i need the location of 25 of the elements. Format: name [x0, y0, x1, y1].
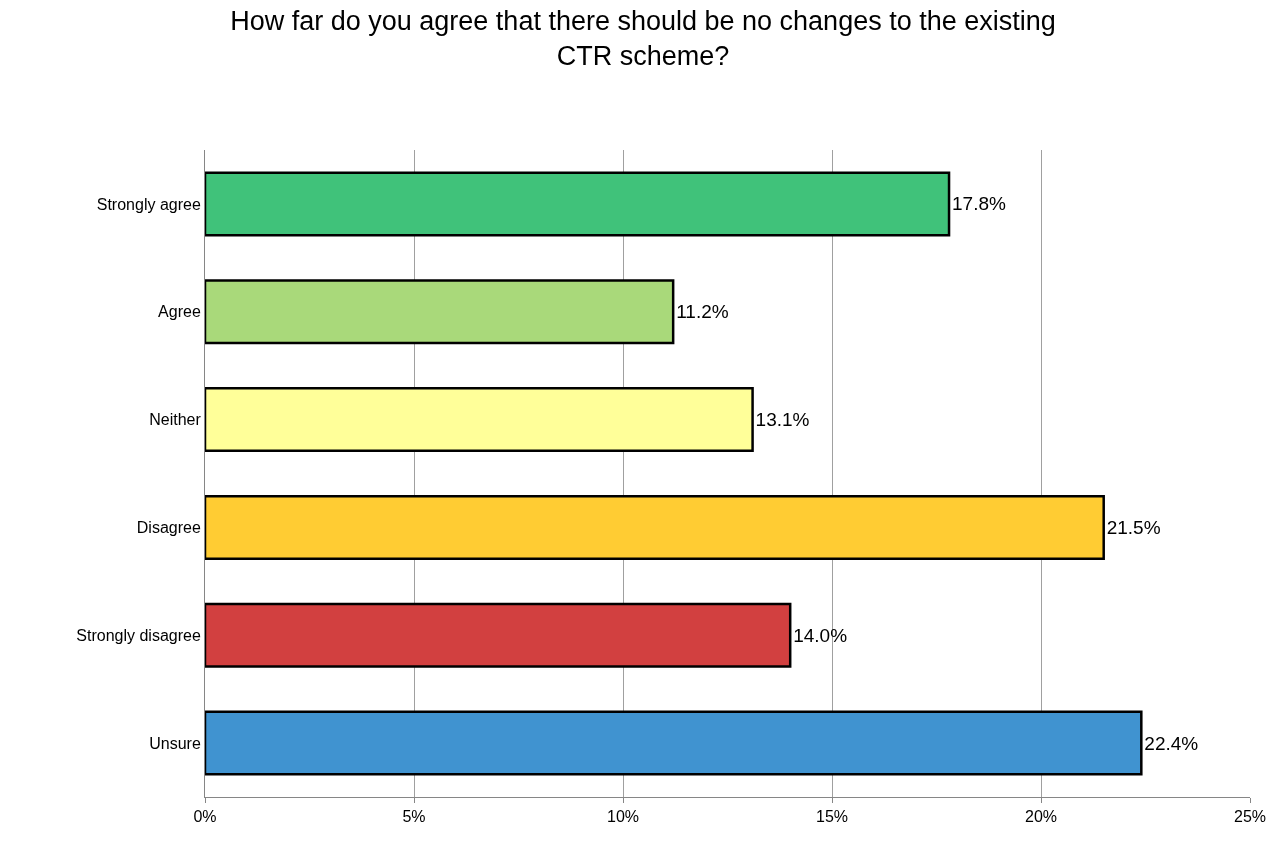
x-tick-label: 5%	[402, 808, 426, 826]
data-label: 22.4%	[1144, 732, 1199, 754]
chart-title: How far do you agree that there should be no changes to the existing CTR scheme?	[230, 5, 1056, 71]
x-tick-label: 10%	[606, 808, 640, 826]
bar	[205, 710, 1143, 776]
x-tick-label: 25%	[1233, 808, 1267, 826]
data-label: 21.5%	[1106, 516, 1161, 538]
y-tick-label: Neither	[149, 411, 202, 429]
bar	[205, 171, 951, 237]
x-tick-label: 15%	[815, 808, 849, 826]
bar	[205, 494, 1105, 560]
y-tick-label: Disagree	[136, 519, 201, 537]
x-tick-label: 0%	[193, 808, 217, 826]
bar	[205, 387, 754, 453]
data-label: 17.8%	[952, 193, 1007, 215]
y-tick-label: Strongly disagree	[76, 626, 201, 644]
y-tick-label: Strongly agree	[96, 195, 201, 213]
data-label: 13.1%	[755, 409, 810, 431]
bar	[205, 279, 675, 345]
y-tick-label: Unsure	[149, 734, 201, 752]
data-label: 14.0%	[793, 624, 848, 646]
x-tick-label: 20%	[1024, 808, 1058, 826]
data-label: 11.2%	[676, 301, 729, 323]
y-tick-label: Agree	[158, 303, 201, 321]
bar	[205, 602, 792, 668]
